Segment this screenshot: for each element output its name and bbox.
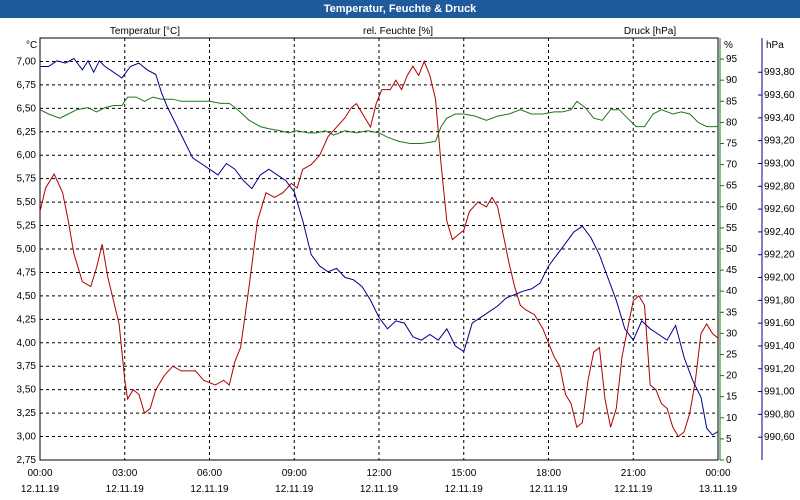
pressure-axis: 993,80 993,60 993,40 993,20 993,00 992,80 992,… <box>758 38 795 460</box>
date-tick-label: 12.11.19 <box>529 484 568 495</box>
temperature-tick-label: 4,25 <box>17 314 37 325</box>
temperature-tick-label: 6,75 <box>17 80 37 91</box>
date-tick-label: 13.11.19 <box>699 484 738 495</box>
humidity-axis-label: rel. Feuchte [%] <box>363 26 433 37</box>
pressure-tick-label: 993,80 <box>764 67 795 78</box>
humidity-tick-label: 65 <box>726 181 738 192</box>
humidity-tick-label: 35 <box>726 307 738 318</box>
temperature-tick-label: 7,00 <box>17 56 37 67</box>
temperature-tick-label: 5,50 <box>17 197 37 208</box>
temperature-tick-label: 4,00 <box>17 338 37 349</box>
pressure-tick-label: 991,60 <box>764 318 795 329</box>
date-tick-label: 12.11.19 <box>275 484 314 495</box>
humidity-tick-label: 80 <box>726 117 738 128</box>
temperature-tick-label: 5,75 <box>17 174 37 185</box>
pressure-tick-label: 992,80 <box>764 181 795 192</box>
pressure-tick-label: 990,80 <box>764 409 795 420</box>
temperature-tick-label: 3,00 <box>17 432 37 443</box>
humidity-unit: % <box>724 40 733 51</box>
temperature-tick-label: 3,75 <box>17 361 37 372</box>
temperature-tick-label: 4,50 <box>17 291 37 302</box>
pressure-tick-label: 991,80 <box>764 295 795 306</box>
temperature-axis-label: Temperatur [°C] <box>110 26 180 37</box>
temperature-tick-label: 3,25 <box>17 408 37 419</box>
pressure-tick-label: 992,40 <box>764 227 795 238</box>
pressure-tick-label: 991,40 <box>764 341 795 352</box>
humidity-tick-label: 20 <box>726 371 738 382</box>
humidity-tick-label: 90 <box>726 75 738 86</box>
temperature-tick-label: 6,25 <box>17 127 37 138</box>
temperature-tick-label: 5,25 <box>17 221 37 232</box>
pressure-tick-label: 992,20 <box>764 250 795 261</box>
humidity-tick-label: 15 <box>726 392 738 403</box>
pressure-tick-label: 991,20 <box>764 364 795 375</box>
pressure-axis-label: Druck [hPa] <box>624 26 676 37</box>
time-tick-label: 06:00 <box>197 468 222 479</box>
pressure-tick-label: 993,20 <box>764 136 795 147</box>
time-axis: 00:00 12.11.19 03:00 12.11.19 06:00 12.11.19 0… <box>21 468 738 495</box>
pressure-tick-label: 993,60 <box>764 90 795 101</box>
temperature-tick-label: 2,75 <box>17 455 37 466</box>
pressure-tick-label: 990,60 <box>764 432 795 443</box>
humidity-tick-label: 85 <box>726 96 738 107</box>
humidity-tick-label: 10 <box>726 413 738 424</box>
chart-title: Temperatur, Feuchte & Druck <box>0 0 800 18</box>
pressure-tick-label: 993,00 <box>764 158 795 169</box>
series-group <box>39 57 719 438</box>
temperature-tick-label: 4,75 <box>17 267 37 278</box>
pressure-unit: hPa <box>766 40 784 51</box>
humidity-tick-label: 55 <box>726 223 738 234</box>
humidity-series-line <box>39 96 718 144</box>
time-tick-label: 12:00 <box>366 468 391 479</box>
humidity-tick-label: 5 <box>726 434 732 445</box>
grid <box>40 38 718 461</box>
time-tick-label: 09:00 <box>282 468 307 479</box>
temperature-tick-label: 6,00 <box>17 150 37 161</box>
time-tick-label: 00:00 <box>27 468 52 479</box>
time-tick-label: 00:00 <box>705 468 730 479</box>
humidity-tick-label: 75 <box>726 139 738 150</box>
humidity-tick-label: 45 <box>726 265 738 276</box>
pressure-series-line <box>40 57 719 436</box>
humidity-tick-label: 50 <box>726 244 738 255</box>
date-tick-label: 12.11.19 <box>190 484 229 495</box>
temperature-tick-label: 6,50 <box>17 103 37 114</box>
humidity-tick-label: 40 <box>726 286 738 297</box>
date-tick-label: 12.11.19 <box>445 484 484 495</box>
pressure-tick-label: 992,00 <box>764 273 795 284</box>
time-tick-label: 18:00 <box>536 468 561 479</box>
humidity-tick-label: 0 <box>726 455 732 466</box>
time-tick-label: 21:00 <box>621 468 646 479</box>
temperature-series-line <box>39 60 719 438</box>
humidity-tick-label: 95 <box>726 54 738 65</box>
pressure-tick-label: 993,40 <box>764 113 795 124</box>
temperature-tick-label: 3,50 <box>17 385 37 396</box>
temperature-axis: 7,00 6,75 6,50 6,25 6,00 5,75 5,50 5,25 5,00 4,75… <box>17 56 37 466</box>
date-tick-label: 12.11.19 <box>614 484 653 495</box>
temperature-unit: °C <box>26 40 37 51</box>
date-tick-label: 12.11.19 <box>360 484 399 495</box>
pressure-tick-label: 991,00 <box>764 387 795 398</box>
pressure-tick-label: 992,60 <box>764 204 795 215</box>
humidity-tick-label: 70 <box>726 160 738 171</box>
date-tick-label: 12.11.19 <box>106 484 145 495</box>
time-tick-label: 15:00 <box>451 468 476 479</box>
time-tick-label: 03:00 <box>112 468 137 479</box>
humidity-tick-label: 25 <box>726 350 738 361</box>
humidity-tick-label: 30 <box>726 328 738 339</box>
temperature-tick-label: 5,00 <box>17 244 37 255</box>
date-tick-label: 12.11.19 <box>21 484 60 495</box>
humidity-tick-label: 60 <box>726 202 738 213</box>
